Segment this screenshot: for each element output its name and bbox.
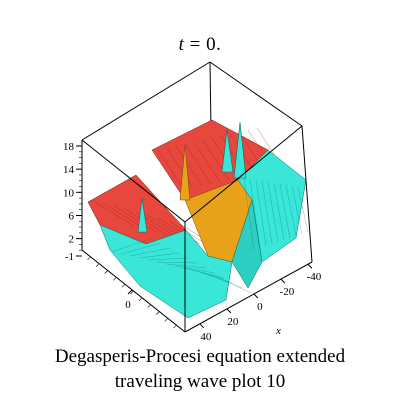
x-tick-mark: [199, 323, 205, 329]
cyan-grid-line: [267, 181, 279, 243]
z-tick-label: 6: [69, 210, 75, 222]
time-value: = 0.: [184, 34, 222, 55]
cyan-grid-line: [255, 179, 267, 247]
cyan-grid-line: [174, 265, 216, 274]
box-edge: [81, 139, 186, 223]
cyan-grid-line: [210, 273, 252, 294]
x-tick-label: 0: [257, 301, 263, 313]
cyan-grid-line: [120, 242, 162, 255]
red-grid-line: [124, 208, 168, 236]
red-grid-line: [102, 202, 146, 230]
x-tick-mark: [307, 263, 313, 269]
caption-line-2: traveling wave plot 10: [114, 371, 286, 392]
red-grid-line: [175, 145, 203, 187]
cyan-grid-line: [249, 178, 261, 249]
red-grid-line: [166, 147, 194, 189]
cyan-grid-line: [297, 186, 309, 233]
cyan-ramp-face: [231, 199, 263, 289]
figure-caption: Degasperis-Procesi equation extended tra…: [0, 344, 400, 394]
box-edge: [301, 125, 313, 263]
y-minor-tick: [95, 263, 100, 267]
cyan-grid-line: [273, 182, 285, 241]
y-minor-tick: [130, 290, 134, 295]
x-tick-mark: [280, 278, 286, 284]
spike: [233, 121, 247, 179]
x-tick-mark: [226, 308, 232, 314]
cyan-grid-line: [129, 247, 171, 257]
red-grid-line: [157, 149, 185, 191]
cyan-grid-line: [147, 257, 189, 261]
y-minor-tick: [164, 318, 169, 322]
cyan-grid-line: [285, 184, 297, 237]
cyan-plateau-front: [99, 224, 233, 319]
time-variable: t: [178, 34, 185, 55]
cyan-grid-line: [291, 185, 303, 235]
cyan-grid-line: [165, 263, 207, 269]
x-tick-label: -40: [307, 271, 322, 283]
cyan-grid-line: [279, 183, 291, 239]
z-tick-label: -1: [65, 251, 74, 263]
cyan-grid-line: [156, 261, 198, 264]
box-edge: [184, 125, 303, 223]
y-tick-mark: [127, 289, 133, 295]
x-tick-label: 20: [227, 316, 239, 328]
spike: [179, 144, 191, 201]
z-tick-label: 2: [69, 234, 75, 246]
y-minor-tick: [121, 283, 126, 288]
y-minor-tick: [156, 311, 160, 315]
cyan-grid-line: [111, 237, 153, 253]
x-tick-label: 40: [200, 331, 212, 343]
chart-title: t = 0.: [0, 34, 400, 56]
red-grid-line: [184, 143, 212, 185]
x-axis-label: x: [275, 325, 281, 337]
z-tick-label: 10: [63, 187, 75, 199]
x-tick-mark: [253, 293, 259, 299]
caption-line-1: Degasperis-Procesi equation extended: [54, 346, 346, 367]
box-edge: [209, 61, 303, 127]
cyan-grid-line: [201, 271, 243, 289]
spike: [221, 129, 234, 173]
x-tick-label: -20: [280, 286, 295, 298]
y-minor-tick: [147, 304, 151, 308]
spike: [137, 197, 148, 233]
cyan-grid-line: [243, 177, 255, 251]
box-edge: [184, 261, 313, 333]
z-tick-label: 14: [63, 164, 75, 176]
y-minor-tick: [138, 297, 143, 302]
red-grid-line: [91, 199, 135, 227]
y-minor-tick: [104, 270, 108, 274]
y-minor-tick: [113, 277, 117, 281]
y-minor-tick: [173, 324, 177, 329]
cyan-grid-line: [138, 252, 180, 259]
red-grid-line: [113, 205, 157, 233]
y-tick-label: 0: [125, 299, 131, 311]
y-minor-tick: [87, 256, 91, 261]
z-tick-label: 18: [63, 141, 75, 153]
red-grid-line: [202, 139, 230, 181]
red-grid-line: [193, 141, 221, 183]
cyan-grid-line: [261, 180, 273, 245]
box-edge: [81, 61, 211, 141]
